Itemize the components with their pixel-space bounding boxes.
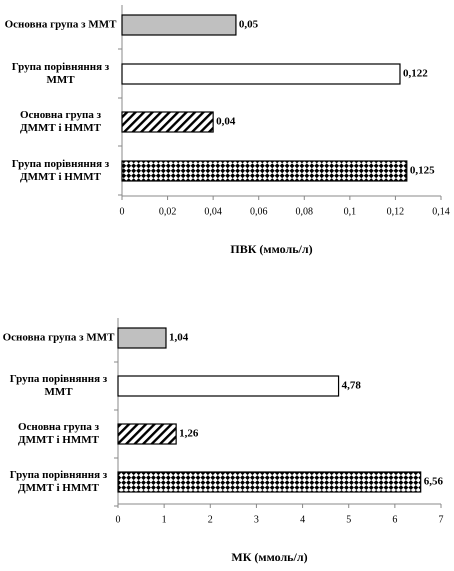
value-label: 1,26 <box>179 428 199 440</box>
category-label: Основна група з <box>18 421 100 433</box>
x-tick-label: 6 <box>392 514 397 525</box>
bar <box>117 327 167 349</box>
category-label: ДММТ і НММТ <box>18 434 100 446</box>
x-tick-label: 0 <box>120 206 125 217</box>
category-label: ДММТ і НММТ <box>20 171 102 183</box>
x-tick-label: 4 <box>300 514 305 525</box>
category-label: ММТ <box>44 386 73 398</box>
x-tick-label: 0,04 <box>204 206 222 217</box>
bar <box>117 375 340 397</box>
x-tick-label: 0,14 <box>432 206 450 217</box>
x-tick-label: 0,12 <box>387 206 405 217</box>
bar <box>121 160 408 182</box>
value-label: 0,125 <box>410 165 435 177</box>
category-label: Група порівняння з <box>12 158 110 170</box>
x-tick-label: 1 <box>162 514 167 525</box>
x-tick-label: 0 <box>116 514 121 525</box>
value-label: 0,04 <box>216 116 236 128</box>
value-label: 4,78 <box>342 380 362 392</box>
category-label: Основна група з <box>20 109 102 121</box>
x-tick-label: 0,02 <box>159 206 177 217</box>
category-label: ММТ <box>46 74 75 86</box>
category-label: Основна група з ММТ <box>3 332 116 344</box>
x-tick-label: 0,08 <box>296 206 314 217</box>
category-label: Група порівняння з <box>10 469 108 481</box>
x-tick-label: 0,06 <box>250 206 268 217</box>
category-label: Група порівняння з <box>10 373 108 385</box>
value-label: 6,56 <box>424 476 444 488</box>
category-label: ДММТ і НММТ <box>20 122 102 134</box>
bar <box>121 63 401 85</box>
x-tick-label: 0,1 <box>344 206 357 217</box>
category-label: Група порівняння з <box>12 61 110 73</box>
category-label: Основна група з ММТ <box>5 19 118 31</box>
bar <box>117 471 422 493</box>
category-label: ДММТ і НММТ <box>18 482 100 494</box>
value-label: 0,05 <box>239 19 259 31</box>
x-tick-label: 7 <box>439 514 444 525</box>
x-axis-title: МК (ммоль/л) <box>231 550 307 564</box>
bar <box>121 111 214 133</box>
value-label: 0,122 <box>403 68 428 80</box>
bar <box>117 423 177 445</box>
x-tick-label: 2 <box>208 514 213 525</box>
x-tick-label: 3 <box>254 514 259 525</box>
value-label: 1,04 <box>169 332 189 344</box>
x-axis-title: ПВК (ммоль/л) <box>230 242 312 256</box>
x-tick-label: 5 <box>346 514 351 525</box>
bar <box>121 14 237 36</box>
